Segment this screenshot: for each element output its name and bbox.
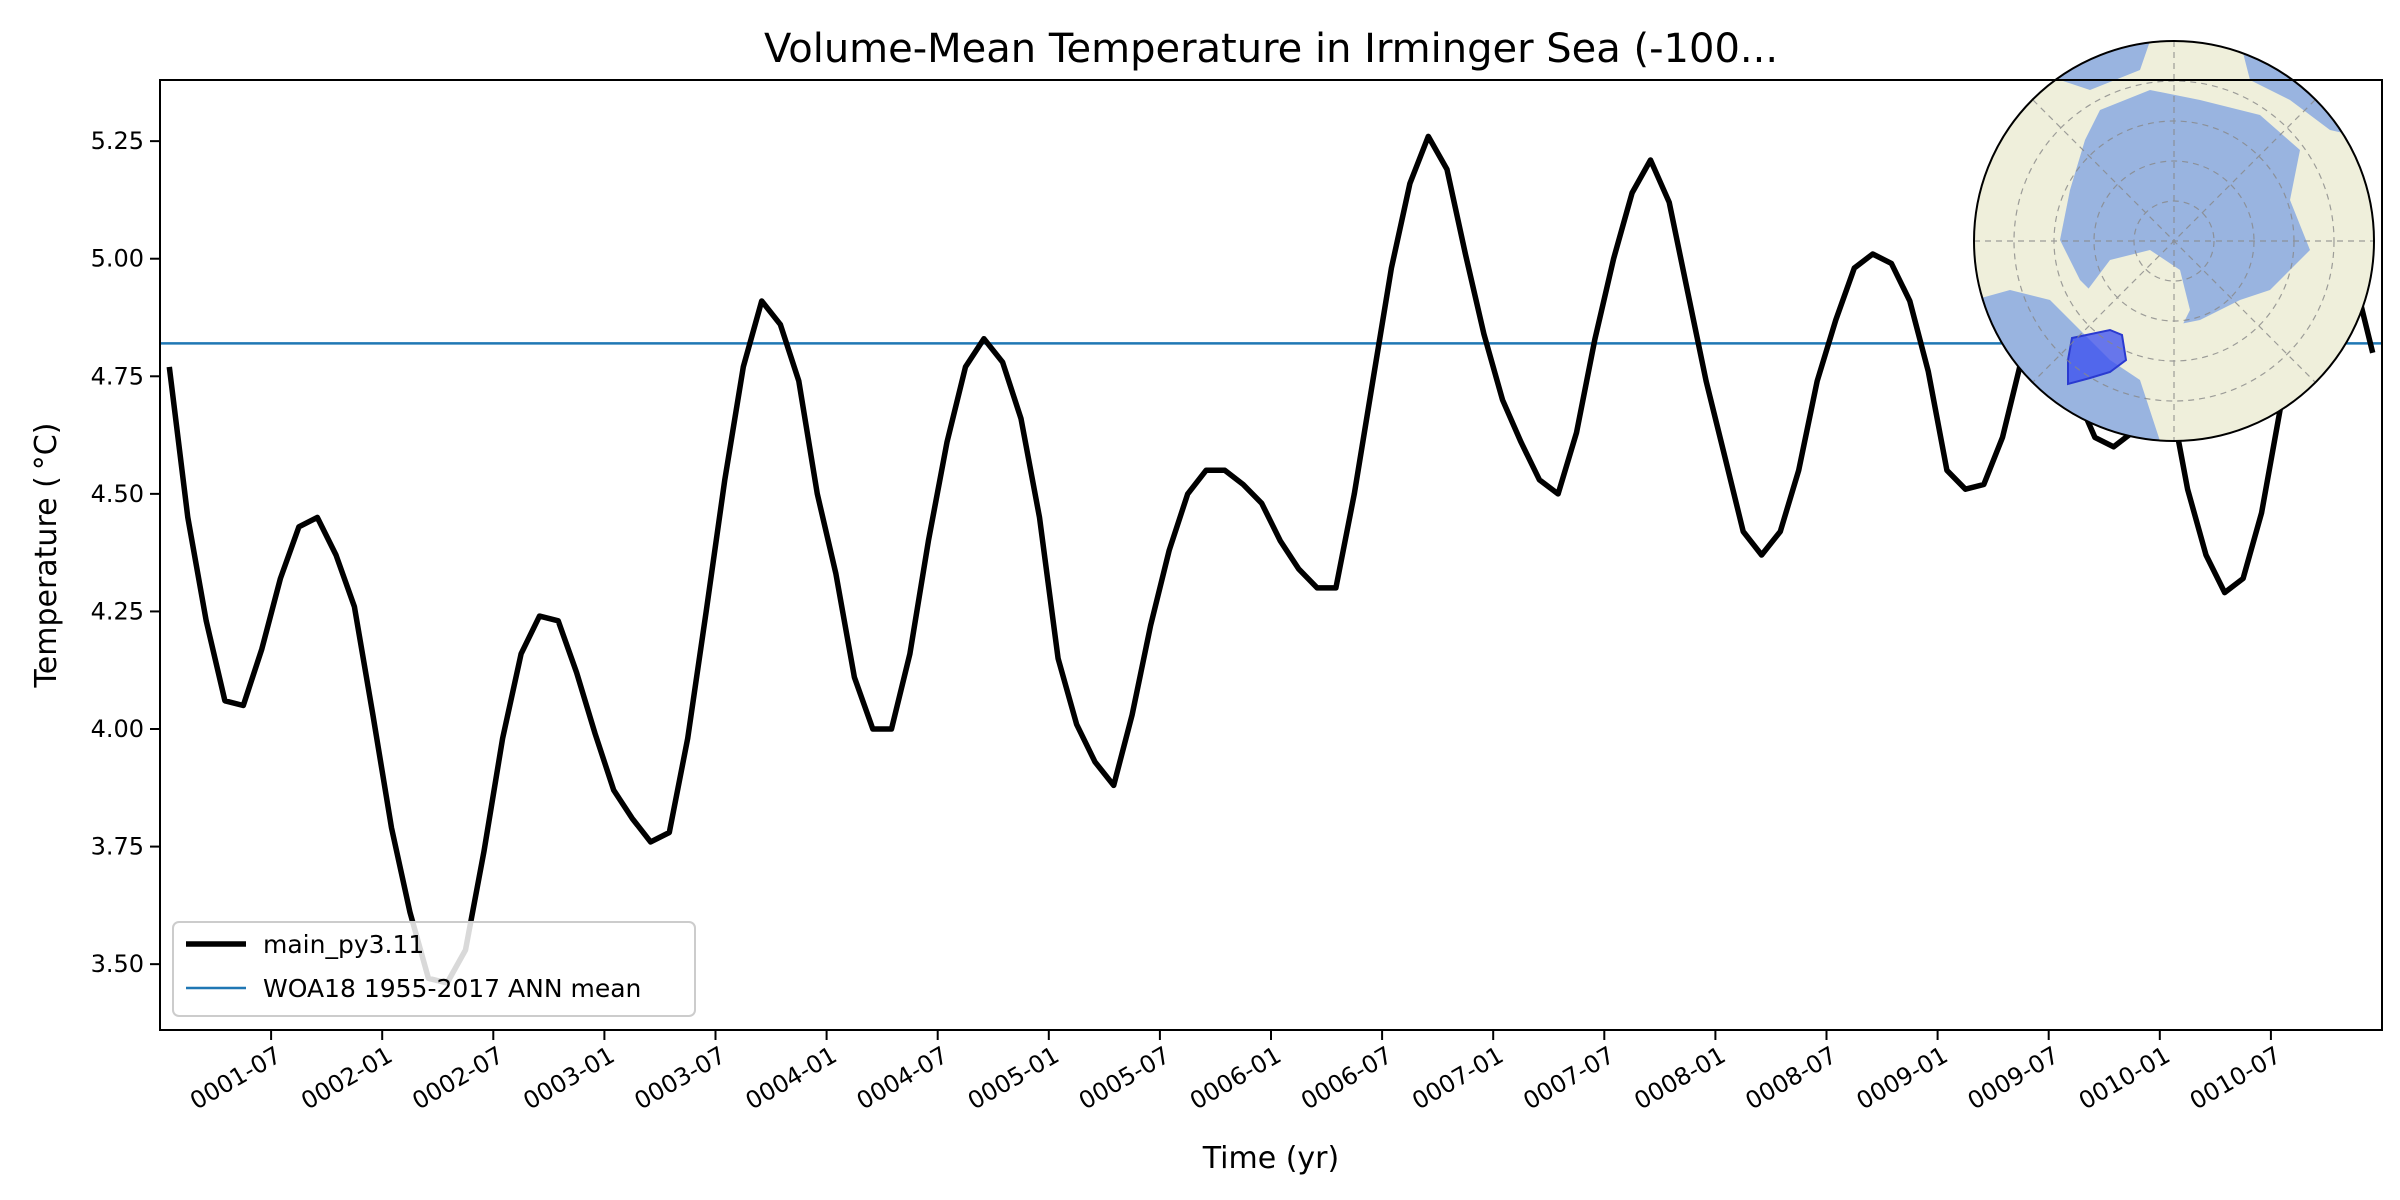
- x-tick-label: 0009-07: [1963, 1041, 2064, 1115]
- chart-title: Volume-Mean Temperature in Irminger Sea …: [764, 26, 1778, 72]
- y-tick-label: 4.25: [91, 597, 144, 625]
- y-tick-label: 4.00: [91, 715, 144, 743]
- legend-box: [172, 921, 696, 1017]
- x-tick-label: 0006-01: [1185, 1041, 1286, 1115]
- x-tick-label: 0009-01: [1852, 1041, 1953, 1115]
- y-tick-label: 4.75: [91, 362, 144, 390]
- inset-map: [1973, 40, 2375, 442]
- x-tick-label: 0010-07: [2185, 1041, 2286, 1115]
- y-tick-label: 5.25: [91, 127, 144, 155]
- x-tick-label: 0010-01: [2074, 1041, 2175, 1115]
- x-tick-label: 0004-07: [852, 1041, 953, 1115]
- y-axis: 3.50 3.75 4.00 4.25 4.50 4.75 5.00 5.25: [91, 127, 160, 978]
- x-tick-label: 0007-01: [1407, 1041, 1508, 1115]
- x-tick-label: 0003-07: [630, 1041, 731, 1115]
- x-tick-label: 0005-01: [963, 1041, 1064, 1115]
- x-tick-label: 0002-01: [296, 1041, 397, 1115]
- y-axis-label: Temperature ( °C): [29, 423, 64, 689]
- y-tick-label: 4.50: [91, 480, 144, 508]
- x-axis: 0001-07 0002-01 0002-07 0003-01 0003-07 0004-…: [185, 1030, 2286, 1115]
- x-tick-label: 0008-01: [1630, 1041, 1731, 1115]
- x-tick-label: 0004-01: [741, 1041, 842, 1115]
- y-tick-label: 3.50: [91, 950, 144, 978]
- legend: main_py3.11 WOA18 1955-2017 ANN mean: [172, 921, 696, 1017]
- x-tick-label: 0002-07: [407, 1041, 508, 1115]
- legend-label: main_py3.11: [263, 930, 424, 959]
- x-tick-label: 0006-07: [1296, 1041, 1397, 1115]
- y-tick-label: 5.00: [91, 245, 144, 273]
- x-tick-label: 0001-07: [185, 1041, 286, 1115]
- x-tick-label: 0005-07: [1074, 1041, 1175, 1115]
- series-line: [166, 133, 2376, 986]
- x-axis-label: Time (yr): [1202, 1141, 1339, 1176]
- x-tick-label: 0003-01: [519, 1041, 620, 1115]
- x-tick-label: 0007-07: [1518, 1041, 1619, 1115]
- y-tick-label: 3.75: [91, 833, 144, 861]
- x-tick-label: 0008-07: [1741, 1041, 1842, 1115]
- legend-label: WOA18 1955-2017 ANN mean: [263, 974, 641, 1003]
- plot-frame: [159, 79, 2383, 1031]
